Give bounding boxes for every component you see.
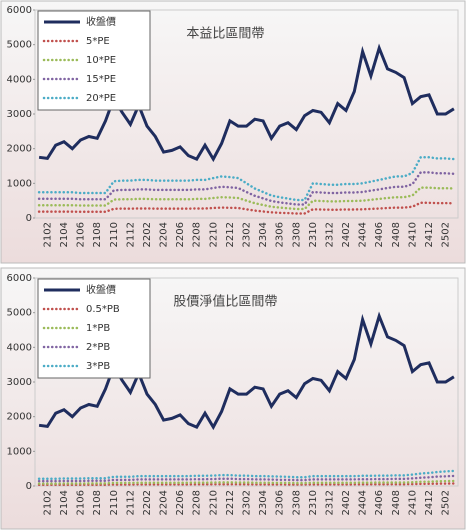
x-tick-label: 2312 <box>324 222 335 247</box>
x-tick-label: 2112 <box>125 222 136 247</box>
series-line <box>37 482 456 487</box>
y-tick-label: 5000 <box>7 308 32 319</box>
x-tick-label: 2212 <box>225 222 236 247</box>
x-tick-label: 2408 <box>391 490 402 515</box>
y-tick-label: 0 <box>26 481 32 492</box>
x-tick-label: 2204 <box>159 222 170 247</box>
legend-label: 20*PE <box>86 93 116 104</box>
legend-label: 15*PE <box>86 74 116 85</box>
y-tick-label: 3000 <box>7 377 32 388</box>
series-line <box>38 43 455 163</box>
x-tick-label: 2210 <box>208 490 219 515</box>
x-tick-label: 2106 <box>76 222 87 247</box>
x-tick-label: 2208 <box>192 222 203 247</box>
legend-label: 收盤價 <box>86 283 116 296</box>
x-tick-label: 2212 <box>225 490 236 515</box>
legend-label: 0.5*PB <box>86 304 120 315</box>
x-tick-label: 2110 <box>109 222 120 247</box>
x-tick-label: 2502 <box>441 222 452 247</box>
x-tick-label: 2110 <box>109 490 120 515</box>
legend-label: 3*PB <box>86 361 110 372</box>
x-tick-label: 2306 <box>275 222 286 247</box>
x-tick-label: 2312 <box>324 490 335 515</box>
x-tick-label: 2108 <box>92 222 103 247</box>
legend-label: 收盤價 <box>86 15 116 28</box>
chart-title: 股價淨值比區間帶 <box>173 294 277 310</box>
y-tick-label: 4000 <box>7 74 32 85</box>
series-line <box>37 474 456 483</box>
x-tick-label: 2102 <box>42 490 53 515</box>
x-tick-label: 2406 <box>374 222 385 247</box>
y-tick-label: 5000 <box>7 40 32 51</box>
x-tick-label: 2302 <box>242 490 253 515</box>
x-tick-label: 2108 <box>92 490 103 515</box>
y-tick-label: 4000 <box>7 342 32 353</box>
series-line <box>37 171 456 206</box>
y-tick-label: 2000 <box>7 412 32 423</box>
legend-label: 5*PE <box>86 36 110 47</box>
y-tick-label: 3000 <box>7 109 32 120</box>
x-tick-label: 2202 <box>142 222 153 247</box>
series-line <box>37 156 456 202</box>
x-tick-label: 2104 <box>59 222 70 247</box>
series-line <box>37 186 456 211</box>
series-line <box>37 469 456 480</box>
x-tick-label: 2502 <box>441 490 452 515</box>
x-tick-label: 2112 <box>125 490 136 515</box>
x-tick-label: 2206 <box>175 222 186 247</box>
x-tick-label: 2206 <box>175 490 186 515</box>
legend-label: 10*PE <box>86 55 116 66</box>
x-tick-label: 2404 <box>358 490 369 515</box>
x-tick-label: 2204 <box>159 490 170 515</box>
legend-label: 2*PB <box>86 342 110 353</box>
y-tick-label: 1000 <box>7 446 32 457</box>
y-tick-label: 2000 <box>7 144 32 155</box>
x-tick-label: 2412 <box>424 222 435 247</box>
x-tick-label: 2306 <box>275 490 286 515</box>
x-tick-label: 2302 <box>242 222 253 247</box>
x-tick-label: 2412 <box>424 490 435 515</box>
x-tick-label: 2410 <box>407 490 418 515</box>
x-tick-label: 2308 <box>291 490 302 515</box>
x-tick-label: 2402 <box>341 490 352 515</box>
series-line <box>37 201 456 215</box>
x-tick-label: 2406 <box>374 490 385 515</box>
y-tick-label: 1000 <box>7 178 32 189</box>
y-tick-label: 6000 <box>7 273 32 284</box>
x-tick-label: 2310 <box>308 490 319 515</box>
x-tick-label: 2410 <box>407 222 418 247</box>
x-tick-label: 2304 <box>258 490 269 515</box>
x-tick-label: 2106 <box>76 490 87 515</box>
chart-title: 本益比區間帶 <box>186 27 264 42</box>
x-tick-label: 2408 <box>391 222 402 247</box>
series-line <box>37 479 456 485</box>
x-tick-label: 2202 <box>142 490 153 515</box>
x-tick-label: 2304 <box>258 222 269 247</box>
x-tick-label: 2402 <box>341 222 352 247</box>
y-tick-label: 0 <box>26 213 32 224</box>
x-tick-label: 2102 <box>42 222 53 247</box>
x-tick-label: 2208 <box>192 490 203 515</box>
x-tick-label: 2308 <box>291 222 302 247</box>
x-tick-label: 2104 <box>59 490 70 515</box>
y-tick-label: 6000 <box>7 5 32 16</box>
x-tick-label: 2404 <box>358 222 369 247</box>
legend-label: 1*PB <box>86 323 110 334</box>
x-tick-label: 2310 <box>308 222 319 247</box>
series-line <box>38 311 455 431</box>
x-tick-label: 2210 <box>208 222 219 247</box>
